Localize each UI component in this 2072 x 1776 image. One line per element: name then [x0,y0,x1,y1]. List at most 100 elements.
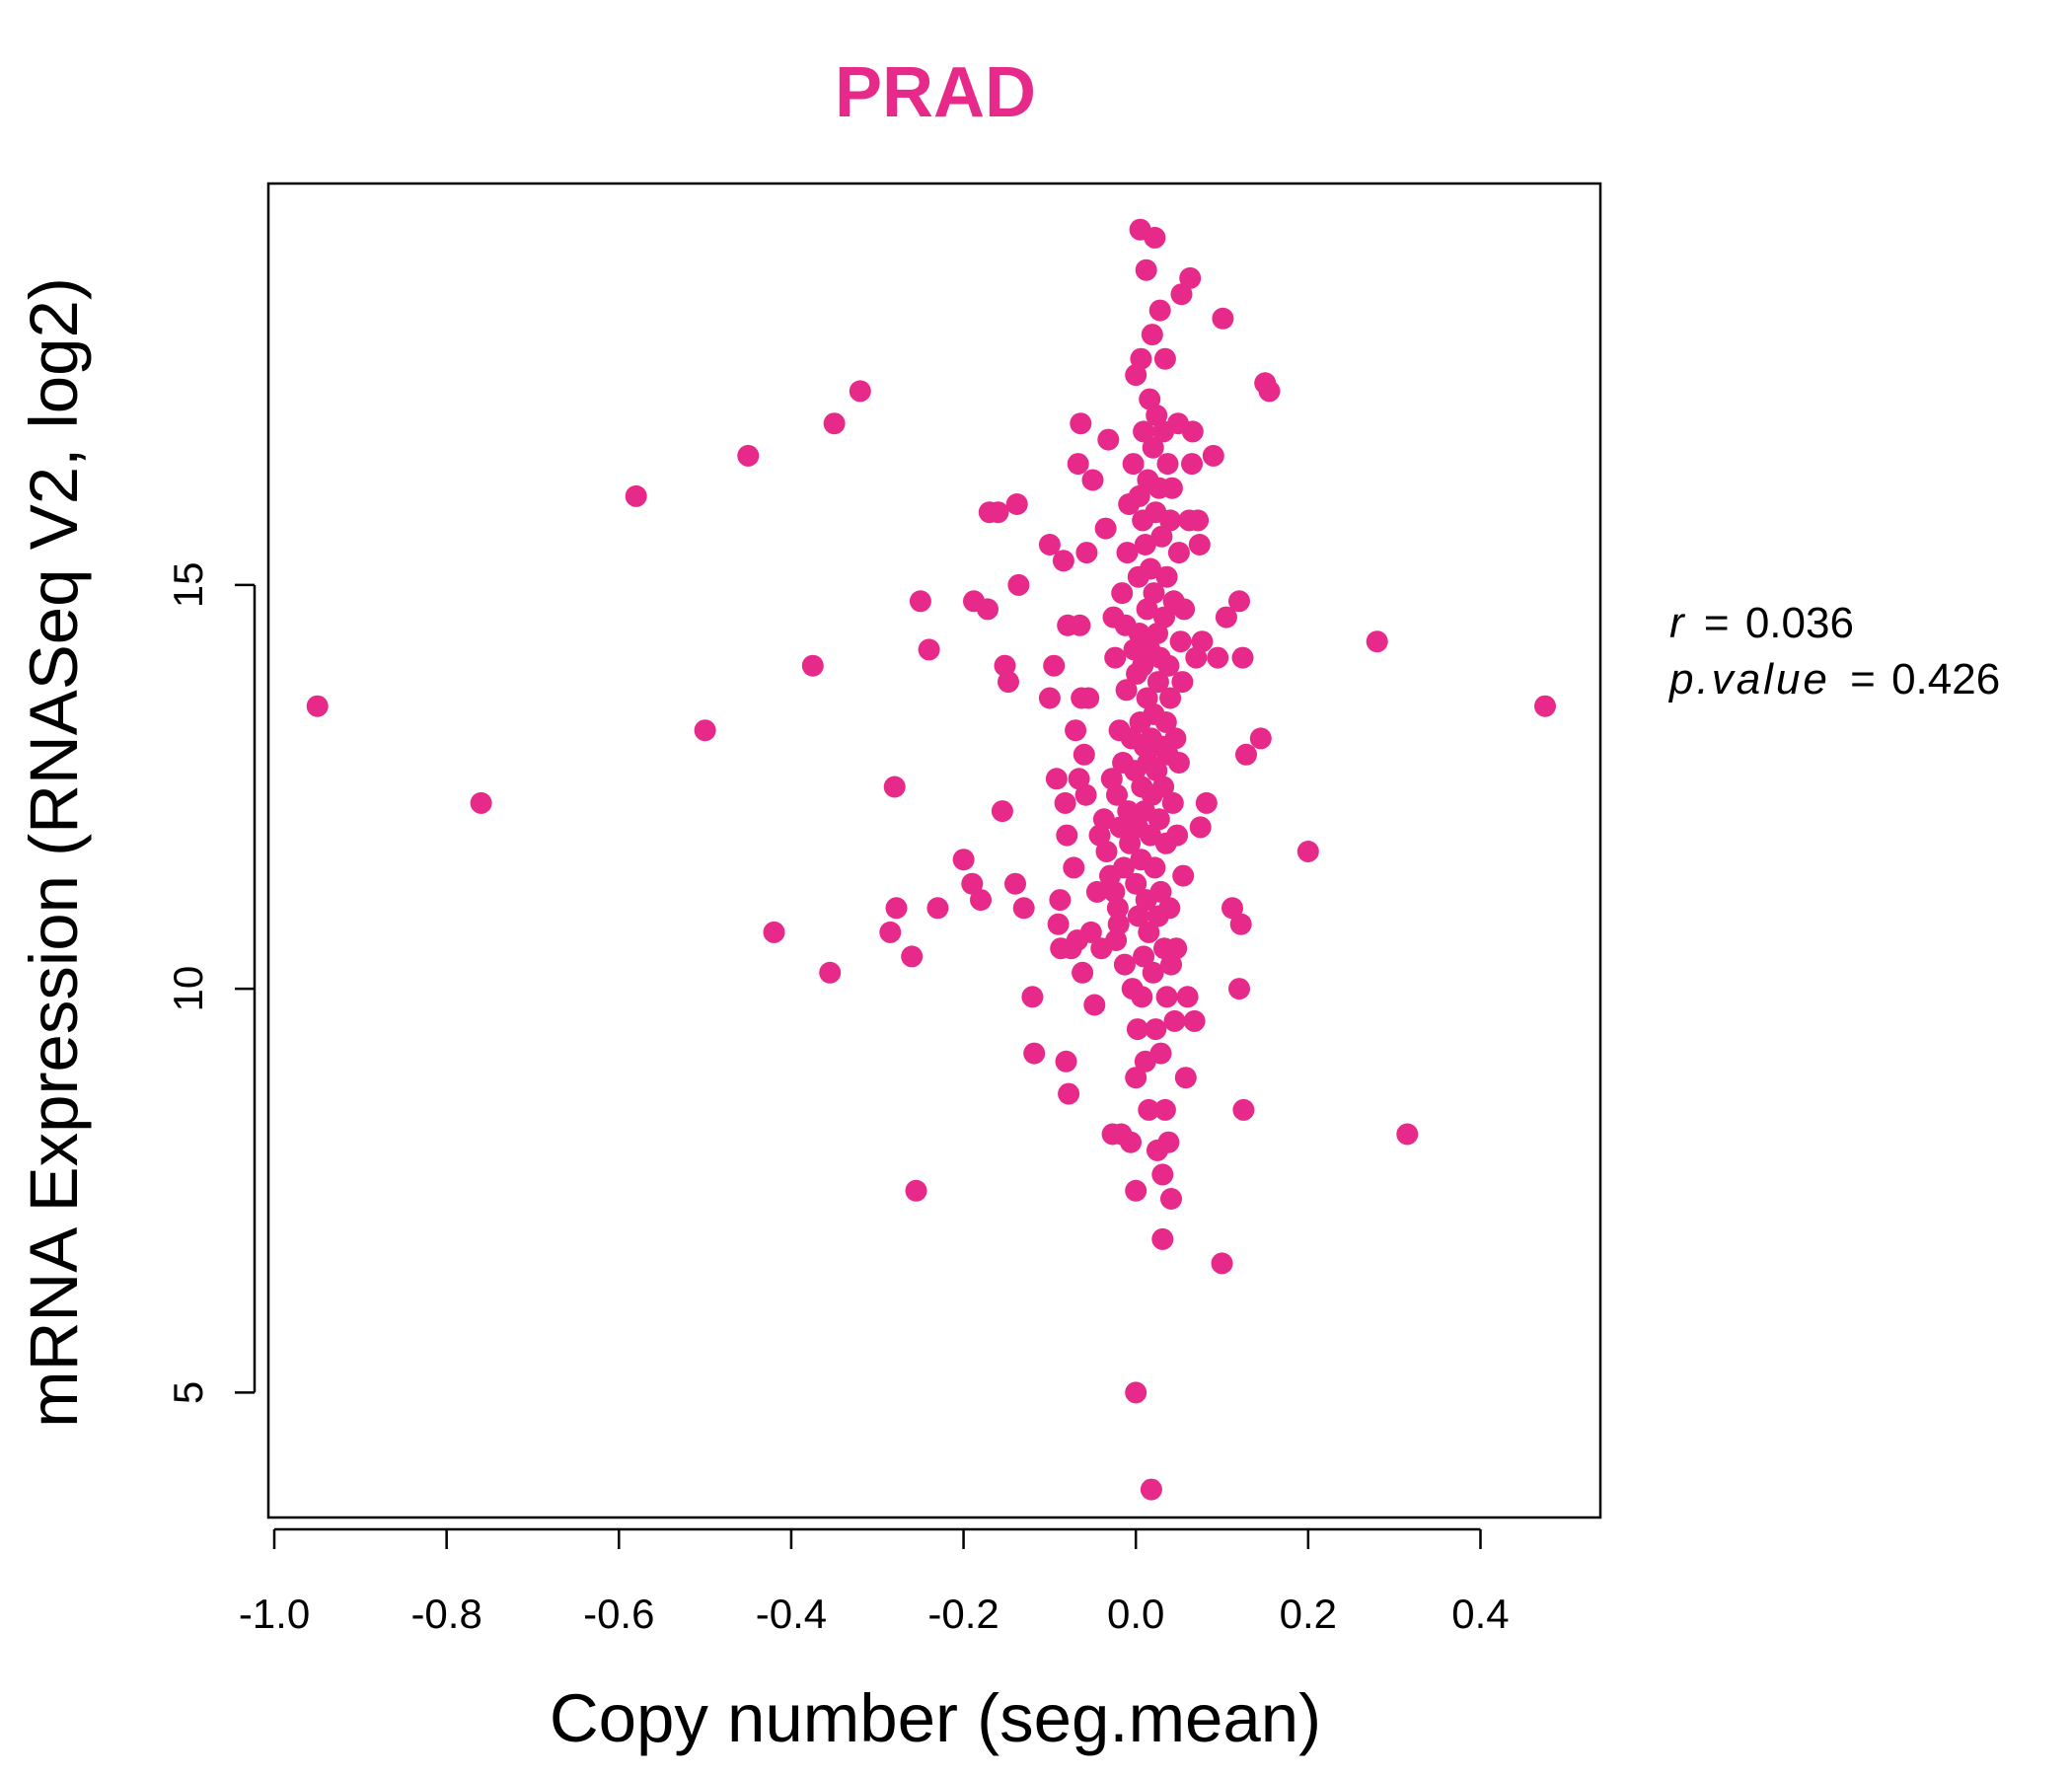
data-point [763,921,785,943]
data-point [1012,897,1035,920]
data-point [737,444,760,467]
data-point [1160,1188,1182,1210]
data-point [1181,420,1204,443]
data-point [1191,630,1214,653]
data-point [1063,856,1085,879]
x-tick-label: -0.4 [756,1591,827,1637]
chart-title: PRAD [835,53,1036,132]
x-axis-label: Copy number (seg.mean) [550,1680,1321,1756]
plot-frame [266,182,1602,1519]
data-point [1170,283,1193,306]
data-point [1047,913,1070,935]
data-point [1165,937,1188,960]
data-point [1296,841,1319,862]
data-point [1149,1042,1172,1065]
y-tick-label: 15 [165,562,211,609]
data-point [1150,525,1173,548]
data-point [1119,832,1142,854]
data-point [1232,1098,1255,1121]
data-point [1179,266,1202,289]
data-point [1143,582,1165,605]
data-point [1056,824,1078,847]
data-point [1155,986,1178,1008]
y-axis-label: mRNA Expression (RNASeq V2, log2) [16,277,92,1428]
data-point [1235,743,1257,766]
data-point [1125,1179,1147,1202]
data-point [1125,872,1147,895]
data-point [1133,420,1155,443]
data-point [1151,1227,1174,1250]
data-point [1130,347,1152,370]
data-point [1140,1478,1162,1501]
data-point [1169,630,1192,653]
data-point [1095,841,1118,862]
data-point [1106,897,1129,920]
r-value: 0.036 [1745,599,1854,647]
data-point [1164,727,1187,750]
data-point [1202,444,1224,467]
data-point [1135,259,1157,281]
data-point [1069,614,1091,636]
data-point [1142,961,1164,984]
data-point [1189,816,1212,839]
data-point [1131,986,1153,1008]
data-point [1139,388,1161,410]
data-point [1147,671,1169,694]
data-point [1153,606,1175,629]
data-point [885,897,908,920]
data-point [1004,872,1026,895]
data-point [1115,679,1138,702]
data-point [1258,380,1281,403]
data-point [1109,816,1132,839]
r-equals: = [1704,599,1730,647]
data-point [1005,493,1028,515]
data-point [1228,978,1250,1000]
data-point [1038,534,1061,555]
data-point [1167,752,1190,774]
data-point [1154,711,1177,733]
data-point [1534,695,1556,717]
data-point [1157,654,1180,677]
data-point [1049,889,1072,912]
data-point [306,695,329,717]
data-point [1117,800,1140,823]
data-point [1231,646,1254,669]
data-point [1156,453,1179,476]
data-point [879,921,902,943]
y-tick-label: 5 [165,1381,211,1404]
data-point [1153,347,1176,370]
data-point [1215,606,1237,629]
data-point [1147,623,1168,644]
data-point [1104,646,1127,669]
data-point [1249,727,1272,750]
data-point [819,961,842,984]
data-point [1138,1098,1160,1121]
data-point [1092,808,1115,831]
data-point [1145,1018,1167,1041]
data-point [1396,1123,1419,1146]
data-point [1158,897,1181,920]
data-point [1070,412,1092,435]
data-point [1187,509,1210,532]
p-stat-line: p.value = 0.426 [1667,655,2000,703]
data-point [918,638,940,661]
data-point [1038,687,1061,709]
data-point [1106,783,1128,806]
data-point [1174,1067,1197,1089]
data-point [1072,961,1094,984]
data-points [306,218,1556,1501]
data-point [998,671,1019,694]
data-point [1148,299,1171,322]
data-point [1207,646,1229,669]
data-point [1073,743,1095,766]
r-stat-line: r = 0.036 [1669,599,1854,647]
data-point [987,501,1009,524]
data-point [1142,436,1164,459]
p-equals: = [1850,655,1876,703]
data-point [961,872,984,895]
data-point [1172,864,1195,887]
x-tick-label: -0.6 [583,1591,654,1637]
data-point [1212,307,1234,330]
data-point [994,654,1016,677]
